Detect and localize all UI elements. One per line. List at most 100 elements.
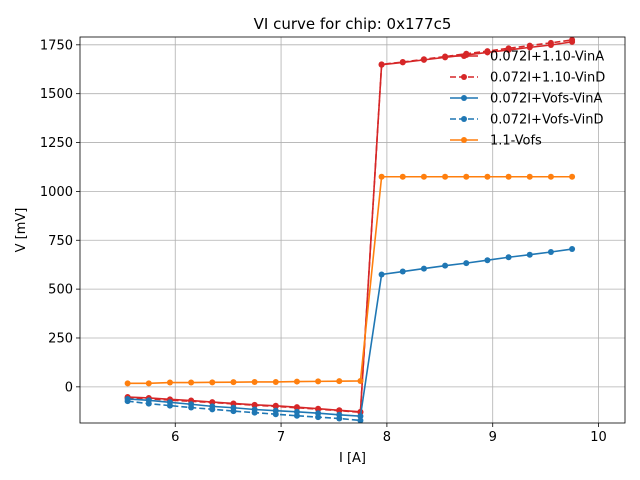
data-point (463, 173, 470, 180)
x-tick-label: 7 (277, 430, 285, 445)
data-point (251, 378, 258, 385)
data-point (230, 379, 237, 386)
x-tick-label: 9 (489, 430, 497, 445)
legend-item: 0.072I+Vofs-VinD (450, 113, 604, 128)
data-point (124, 398, 131, 405)
legend-marker (461, 74, 467, 80)
series-3 (124, 398, 364, 423)
data-point (569, 173, 576, 180)
data-point (188, 404, 195, 411)
data-point (484, 257, 491, 264)
legend-label: 1.1-Vofs (490, 134, 542, 149)
data-point (399, 173, 406, 180)
y-tick-label: 0 (65, 380, 73, 395)
legend-label: 0.072I+Vofs-VinD (490, 113, 604, 128)
data-point (251, 409, 258, 416)
data-point (272, 403, 279, 410)
x-tick-label: 8 (383, 430, 391, 445)
data-point (463, 260, 470, 267)
data-point (272, 411, 279, 418)
series-line (127, 248, 573, 418)
plot-frame (79, 36, 626, 424)
legend-item: 0.072I+1.10-VinA (450, 50, 604, 65)
chart-title: VI curve for chip: 0x177c5 (254, 15, 452, 33)
series-layer (124, 37, 576, 423)
series-line (127, 39, 573, 414)
data-point (569, 37, 576, 43)
data-point (315, 378, 322, 385)
y-tick-label: 1000 (40, 185, 73, 200)
data-point (505, 173, 512, 180)
data-point (420, 173, 427, 180)
axis-ticks: 6 7 8 9 10 0 250 500 750 1000 1250 1500 1750 (40, 38, 607, 445)
data-point (569, 246, 576, 253)
data-point (166, 402, 173, 409)
data-point (336, 378, 343, 385)
data-point (526, 251, 533, 258)
legend-marker (461, 137, 467, 143)
data-point (315, 406, 322, 413)
legend-item: 0.072I+Vofs-VinA (450, 92, 603, 107)
data-point (293, 412, 300, 419)
data-point (272, 378, 279, 385)
data-point (124, 380, 131, 387)
data-point (230, 408, 237, 415)
data-point (442, 53, 449, 60)
x-tick-label: 6 (171, 430, 179, 445)
x-tick-label: 10 (590, 430, 607, 445)
legend-marker (461, 53, 467, 59)
y-tick-label: 750 (48, 234, 73, 249)
data-point (209, 379, 216, 386)
data-point (357, 377, 364, 384)
data-point (251, 402, 258, 409)
data-point (442, 173, 449, 180)
data-point (399, 59, 406, 66)
data-point (547, 39, 554, 46)
y-tick-label: 1250 (40, 136, 73, 151)
data-point (420, 56, 427, 63)
data-point (145, 400, 152, 407)
data-point (166, 379, 173, 386)
data-point (420, 265, 427, 272)
series-4 (124, 173, 576, 387)
data-point (484, 173, 491, 180)
legend-label: 0.072I+1.10-VinD (490, 71, 605, 86)
data-point (188, 379, 195, 386)
y-tick-label: 1750 (40, 38, 73, 53)
series-line (127, 175, 573, 385)
y-tick-label: 500 (48, 283, 73, 298)
data-point (378, 271, 385, 278)
legend-marker (461, 95, 467, 101)
data-point (336, 415, 343, 422)
legend-marker (461, 116, 467, 122)
data-point (378, 61, 385, 68)
legend-item: 1.1-Vofs (450, 134, 542, 149)
data-point (547, 173, 554, 180)
data-point (293, 378, 300, 385)
data-point (378, 173, 385, 180)
y-axis-label: V [mV] (14, 208, 29, 253)
data-point (442, 262, 449, 269)
y-tick-label: 250 (48, 331, 73, 346)
data-point (526, 173, 533, 180)
data-point (357, 413, 364, 420)
data-point (526, 42, 533, 49)
x-axis-label: I [A] (339, 451, 366, 466)
data-point (505, 254, 512, 261)
data-point (209, 406, 216, 413)
data-point (547, 248, 554, 255)
series-line (127, 400, 361, 422)
data-point (357, 417, 364, 423)
legend-item: 0.072I+1.10-VinD (450, 71, 605, 86)
legend-label: 0.072I+Vofs-VinA (490, 92, 603, 107)
legend: 0.072I+1.10-VinA 0.072I+1.10-VinD 0.072I+V… (450, 50, 605, 149)
data-point (145, 380, 152, 387)
data-point (484, 48, 491, 55)
data-point (315, 414, 322, 421)
data-point (505, 45, 512, 52)
data-point (293, 404, 300, 411)
y-tick-label: 1500 (40, 87, 73, 102)
grid (80, 37, 625, 423)
data-point (336, 407, 343, 414)
